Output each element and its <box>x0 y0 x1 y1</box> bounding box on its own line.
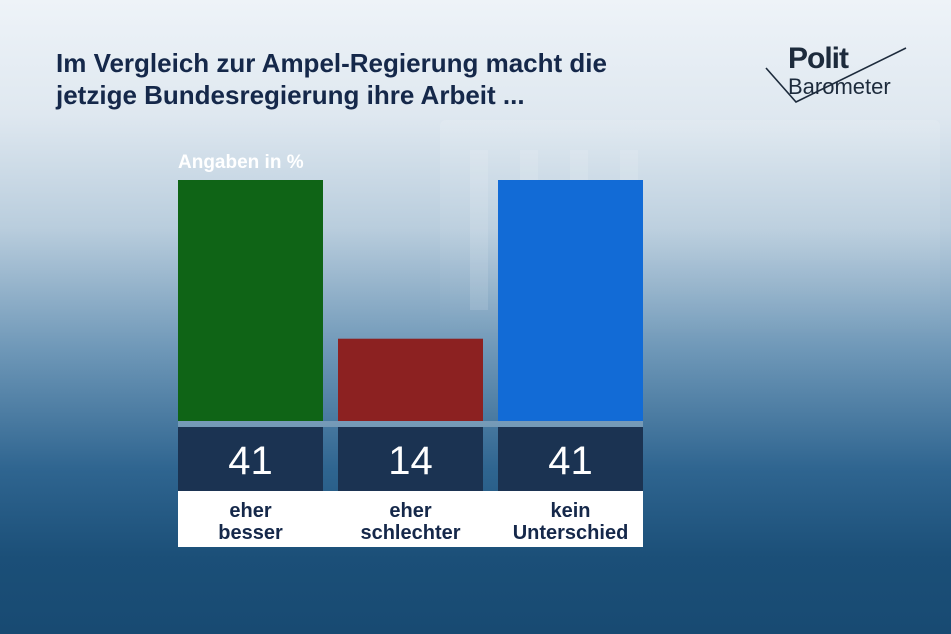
bar <box>178 180 323 421</box>
politbarometer-logo: Polit Barometer <box>764 40 914 110</box>
category-label-line1: kein <box>550 500 590 522</box>
value-box <box>498 427 643 491</box>
background-column <box>470 150 488 310</box>
bar <box>498 180 643 421</box>
category-label-line2: schlechter <box>360 522 460 544</box>
logo-check-mark <box>765 47 907 103</box>
category-label-line2: besser <box>218 522 283 544</box>
unit-label: Angaben in % <box>178 152 304 173</box>
data-label: 41 <box>228 439 273 483</box>
category-label-line1: eher <box>389 500 431 522</box>
data-label: 41 <box>548 439 593 483</box>
baseline <box>178 421 643 427</box>
category-label-line2: Unterschied <box>513 522 629 544</box>
chart-title-line2: jetzige Bundesregierung ihre Arbeit ... <box>56 79 525 110</box>
value-box <box>178 427 323 491</box>
category-label-strip <box>178 491 643 547</box>
logo-polit: Polit <box>788 42 849 75</box>
chart-title: Im Vergleich zur Ampel-Regierung macht d… <box>56 48 716 111</box>
category-label-line1: eher <box>229 500 271 522</box>
chart-title-line1: Im Vergleich zur Ampel-Regierung macht d… <box>56 48 607 78</box>
value-box <box>338 427 483 491</box>
logo-barometer: Barometer <box>788 74 891 99</box>
data-label: 14 <box>388 439 433 483</box>
bar <box>338 338 483 421</box>
